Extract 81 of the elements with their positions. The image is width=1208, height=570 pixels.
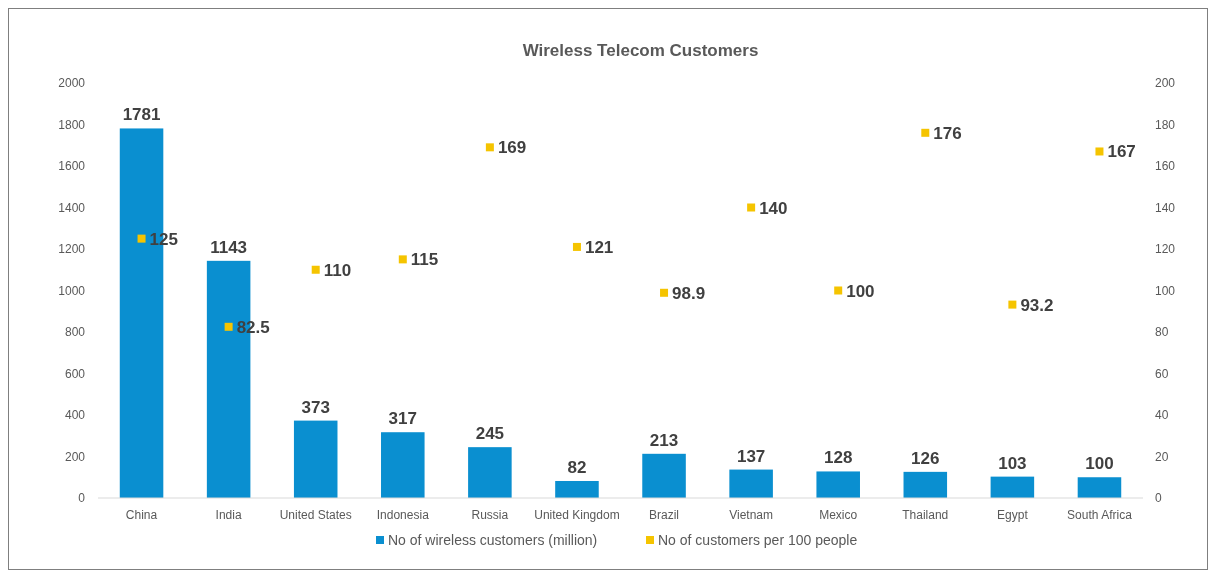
point [834, 286, 843, 295]
y-tick-label: 400 [64, 408, 86, 422]
data-label: 169 [497, 138, 527, 158]
data-label: 213 [649, 430, 679, 450]
bar [816, 471, 860, 498]
bar [381, 432, 425, 498]
y2-tick-label: 120 [1155, 242, 1176, 256]
x-tick-label: United Kingdom [534, 508, 620, 522]
data-label: 245 [475, 424, 505, 444]
point [311, 265, 320, 274]
data-label: 98.9 [672, 283, 706, 303]
point [572, 242, 581, 251]
chart-title: Wireless Telecom Customers [522, 41, 759, 60]
y2-tick-label: 80 [1155, 325, 1169, 339]
y-tick-label: 1800 [58, 117, 86, 132]
x-tick-label: India [215, 508, 242, 522]
bar [1077, 477, 1122, 498]
y-tick-label: 0 [78, 491, 86, 505]
x-tick-label: South Africa [1067, 508, 1133, 522]
data-label: 137 [736, 446, 766, 466]
bar [642, 453, 686, 498]
y2-tick-label: 160 [1155, 159, 1176, 173]
data-label: 167 [1107, 142, 1136, 162]
y2-tick-label: 20 [1155, 449, 1169, 464]
y2-tick-label: 100 [1155, 283, 1176, 298]
data-label: 121 [584, 237, 614, 257]
x-tick-label: Brazil [649, 508, 680, 522]
x-tick-label: Vietnam [729, 508, 774, 522]
data-label: 176 [933, 123, 962, 143]
y-tick-label: 1000 [58, 283, 86, 298]
bar [903, 471, 948, 498]
y2-tick-label: 200 [1155, 76, 1176, 90]
x-tick-label: Russia [471, 508, 509, 522]
point [1008, 300, 1017, 309]
y-tick-label: 200 [64, 449, 86, 464]
x-tick-label: United States [279, 508, 352, 522]
bar [293, 420, 338, 498]
y-tick-label: 2000 [58, 76, 86, 90]
data-label: 317 [388, 409, 417, 429]
y-tick-label: 1400 [58, 200, 86, 215]
data-label: 128 [824, 448, 853, 468]
data-label: 115 [410, 250, 439, 270]
point [747, 203, 756, 212]
data-label: 1781 [122, 105, 161, 125]
y2-tick-label: 40 [1155, 408, 1169, 422]
x-tick-label: Indonesia [376, 508, 430, 522]
data-label: 82 [567, 457, 587, 477]
bar [555, 480, 599, 498]
y-tick-label: 600 [64, 366, 86, 381]
y2-tick-label: 0 [1155, 491, 1162, 505]
point [921, 128, 930, 137]
y-tick-label: 1200 [58, 242, 86, 256]
x-tick-label: Thailand [902, 508, 949, 522]
data-label: 100 [1085, 454, 1114, 474]
data-label: 126 [911, 448, 940, 468]
point [398, 255, 407, 264]
bar [468, 447, 512, 498]
x-tick-label: Egypt [997, 508, 1029, 522]
data-label: 93.2 [1020, 295, 1054, 315]
point [485, 143, 494, 152]
data-label: 373 [301, 397, 330, 417]
y2-tick-label: 140 [1155, 200, 1176, 215]
legend-label: No of wireless customers (million) [388, 532, 598, 548]
data-label: 103 [998, 453, 1027, 473]
point [1095, 147, 1104, 156]
data-label: 110 [323, 260, 352, 280]
y2-tick-label: 60 [1155, 366, 1169, 381]
x-tick-label: China [125, 508, 158, 522]
y-tick-label: 1600 [58, 159, 86, 173]
y-tick-label: 800 [64, 325, 86, 339]
bar [729, 469, 773, 498]
x-tick-label: Mexico [819, 508, 858, 522]
data-label: 1143 [210, 237, 248, 257]
y2-tick-label: 180 [1155, 117, 1176, 132]
point [224, 322, 233, 331]
data-label: 100 [846, 281, 875, 301]
point [137, 234, 146, 243]
legend-label: No of customers per 100 people [658, 532, 858, 548]
point [660, 288, 669, 297]
bar [990, 476, 1035, 498]
data-label: 140 [759, 198, 788, 218]
